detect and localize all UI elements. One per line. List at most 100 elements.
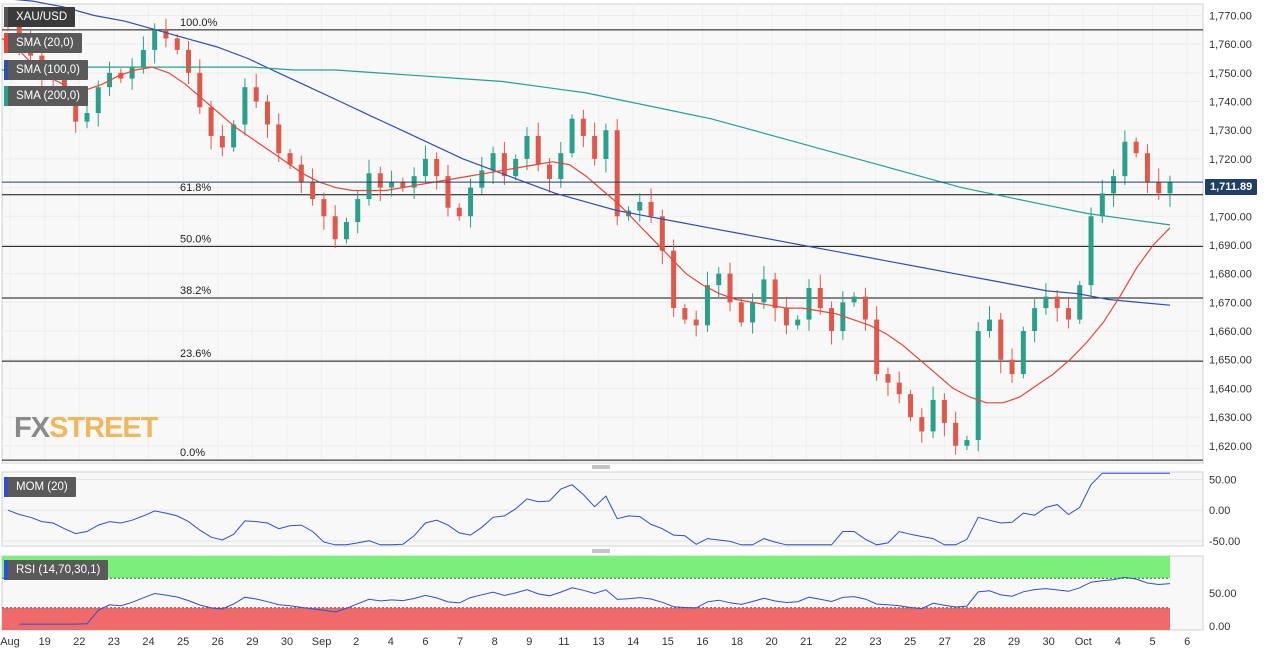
price-tick-label: 1,680.00 <box>1209 269 1252 281</box>
mom-tick-label: 50.00 <box>1209 474 1237 486</box>
candle-body <box>332 216 338 240</box>
candle-body <box>152 29 158 50</box>
candle-body <box>772 279 778 309</box>
price-tick-label: 1,720.00 <box>1209 154 1252 166</box>
rsi-line <box>19 576 1171 625</box>
price-tick-label: 1,670.00 <box>1209 297 1252 309</box>
candle-body <box>941 399 947 423</box>
rsi-tick-label: 0.00 <box>1209 621 1230 633</box>
x-tick-label: Sep <box>312 636 332 648</box>
candle-body <box>1043 296 1049 309</box>
candle-body <box>253 87 259 102</box>
x-tick-label: 25 <box>904 636 916 648</box>
candle-body <box>648 201 654 217</box>
price-tick-label: 1,750.00 <box>1209 68 1252 80</box>
candle-body <box>264 101 270 125</box>
candle-body <box>693 319 699 326</box>
candle-body <box>851 296 857 303</box>
candle-body <box>355 199 361 223</box>
candle-body <box>998 319 1004 360</box>
candle-body <box>1054 296 1060 309</box>
sma20-swatch <box>4 33 8 53</box>
fib-label: 0.0% <box>180 447 205 459</box>
x-tick-label: 30 <box>1043 636 1055 648</box>
momentum-panel <box>1 471 1204 547</box>
candle-body <box>434 158 440 177</box>
candle-body <box>1077 285 1083 320</box>
candle-body <box>501 153 507 177</box>
rsi-overbought-zone <box>2 556 1170 579</box>
fib-label: 61.8% <box>180 182 211 194</box>
candle-body <box>874 319 880 375</box>
rsi-legend[interactable]: RSI (14,70,30,1) <box>4 560 109 580</box>
candle-body <box>783 308 789 326</box>
candle-body <box>73 101 79 122</box>
candle-body <box>1020 331 1026 375</box>
candle-body <box>163 29 169 39</box>
candle-body <box>558 153 564 179</box>
candle-body <box>231 124 237 148</box>
sma200-line <box>2 66 1171 226</box>
candle-body <box>287 153 293 165</box>
candle-body <box>919 417 925 432</box>
fib-label: 100.0% <box>180 17 218 29</box>
x-tick-label: 28 <box>973 636 985 648</box>
sma200-legend[interactable]: SMA (200,0) <box>4 86 88 106</box>
mom-legend[interactable]: MOM (20) <box>4 477 76 497</box>
candle-body <box>603 130 609 159</box>
rsi-tick-label: 50.00 <box>1209 588 1237 600</box>
candle-body <box>513 158 519 177</box>
x-tick-label: Oct <box>1075 636 1092 648</box>
candle-body <box>716 273 722 286</box>
candle-body <box>118 72 124 79</box>
x-tick-label: 22 <box>835 636 847 648</box>
candle-body <box>896 382 902 395</box>
price-tick-label: 1,740.00 <box>1209 97 1252 109</box>
x-tick-label: Aug <box>0 636 20 648</box>
candle-body <box>479 170 485 188</box>
x-tick-label: 20 <box>766 636 778 648</box>
candle-body <box>964 440 970 446</box>
price-tick-label: 1,620.00 <box>1209 441 1252 453</box>
x-tick-label: 4 <box>1115 636 1121 648</box>
symbol-label: XAU/USD <box>4 7 76 27</box>
x-tick-label: 18 <box>731 636 743 648</box>
current-price-tag: 1,711.89 <box>1205 179 1258 195</box>
candle-body <box>1133 141 1139 154</box>
x-tick-label: 21 <box>800 636 812 648</box>
candle-body <box>535 135 541 165</box>
price-tick-label: 1,660.00 <box>1209 326 1252 338</box>
sma20-line <box>1 37 1171 404</box>
candle-body <box>750 302 756 323</box>
candle-body <box>738 302 744 323</box>
mom-tick-label: -50.00 <box>1209 536 1240 548</box>
price-tick-label: 1,690.00 <box>1209 240 1252 252</box>
candle-body <box>637 201 643 211</box>
x-tick-label: 8 <box>492 636 498 648</box>
x-tick-label: 27 <box>939 636 951 648</box>
candle-body <box>761 279 767 303</box>
candle-body <box>1167 182 1173 194</box>
sma20-legend[interactable]: SMA (20,0) <box>4 33 82 53</box>
candle-body <box>84 113 90 122</box>
price-tick-label: 1,770.00 <box>1209 10 1252 22</box>
fxstreet-logo: FXSTREET <box>14 412 158 444</box>
x-tick-label: 6 <box>422 636 428 648</box>
price-tick-label: 1,630.00 <box>1209 412 1252 424</box>
candle-body <box>1009 359 1015 375</box>
candle-body <box>614 130 620 217</box>
x-tick-label: 2 <box>353 636 359 648</box>
x-tick-label: 9 <box>526 636 532 648</box>
price-tick-label: 1,730.00 <box>1209 125 1252 137</box>
candle-body <box>310 181 316 200</box>
candle-body <box>208 107 214 136</box>
candle-body <box>1099 193 1105 217</box>
sma100-legend[interactable]: SMA (100,0) <box>4 60 88 80</box>
candle-body <box>242 87 248 125</box>
momentum-line <box>7 472 1170 546</box>
candle-body <box>547 164 553 179</box>
candle-body <box>95 87 101 114</box>
candle-body <box>445 176 451 208</box>
x-tick-label: 5 <box>1149 636 1155 648</box>
